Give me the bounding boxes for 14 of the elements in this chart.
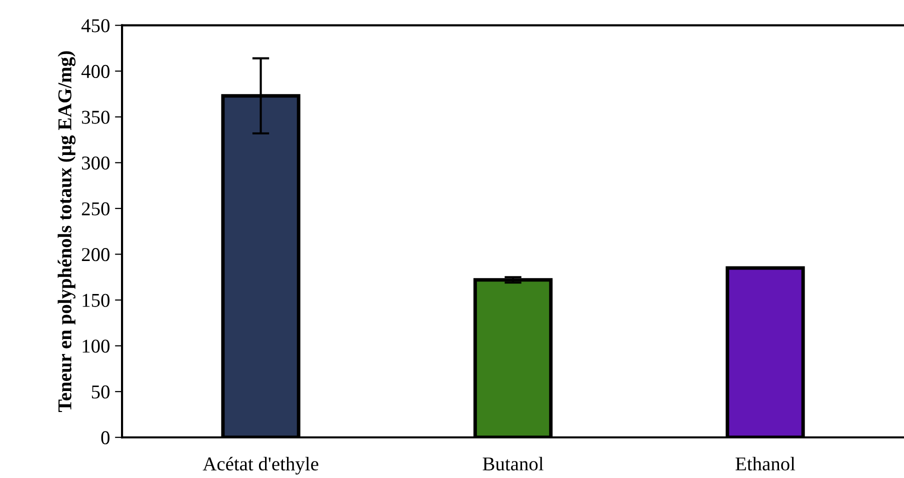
x-tick-label: Ethanol: [736, 456, 796, 470]
y-tick-label: 100: [82, 340, 110, 353]
y-tick-label: 250: [82, 202, 110, 216]
y-tick-label: 350: [82, 110, 110, 124]
y-tick-label: 150: [82, 294, 110, 307]
y-tick-label: 450: [81, 19, 110, 32]
y-axis-title: Teneur en polyphénols totaux (µg EAG/mg): [58, 51, 76, 412]
x-tick-label: Acétat d'ethyle: [202, 456, 318, 475]
y-tick-label: 50: [92, 385, 110, 399]
y-tick-label: 300: [82, 156, 110, 170]
x-tick-label: Butanol: [482, 456, 544, 470]
y-tick-label: 400: [81, 64, 110, 78]
y-tick-label: 0: [101, 431, 110, 444]
y-tick-label: 200: [82, 248, 110, 262]
